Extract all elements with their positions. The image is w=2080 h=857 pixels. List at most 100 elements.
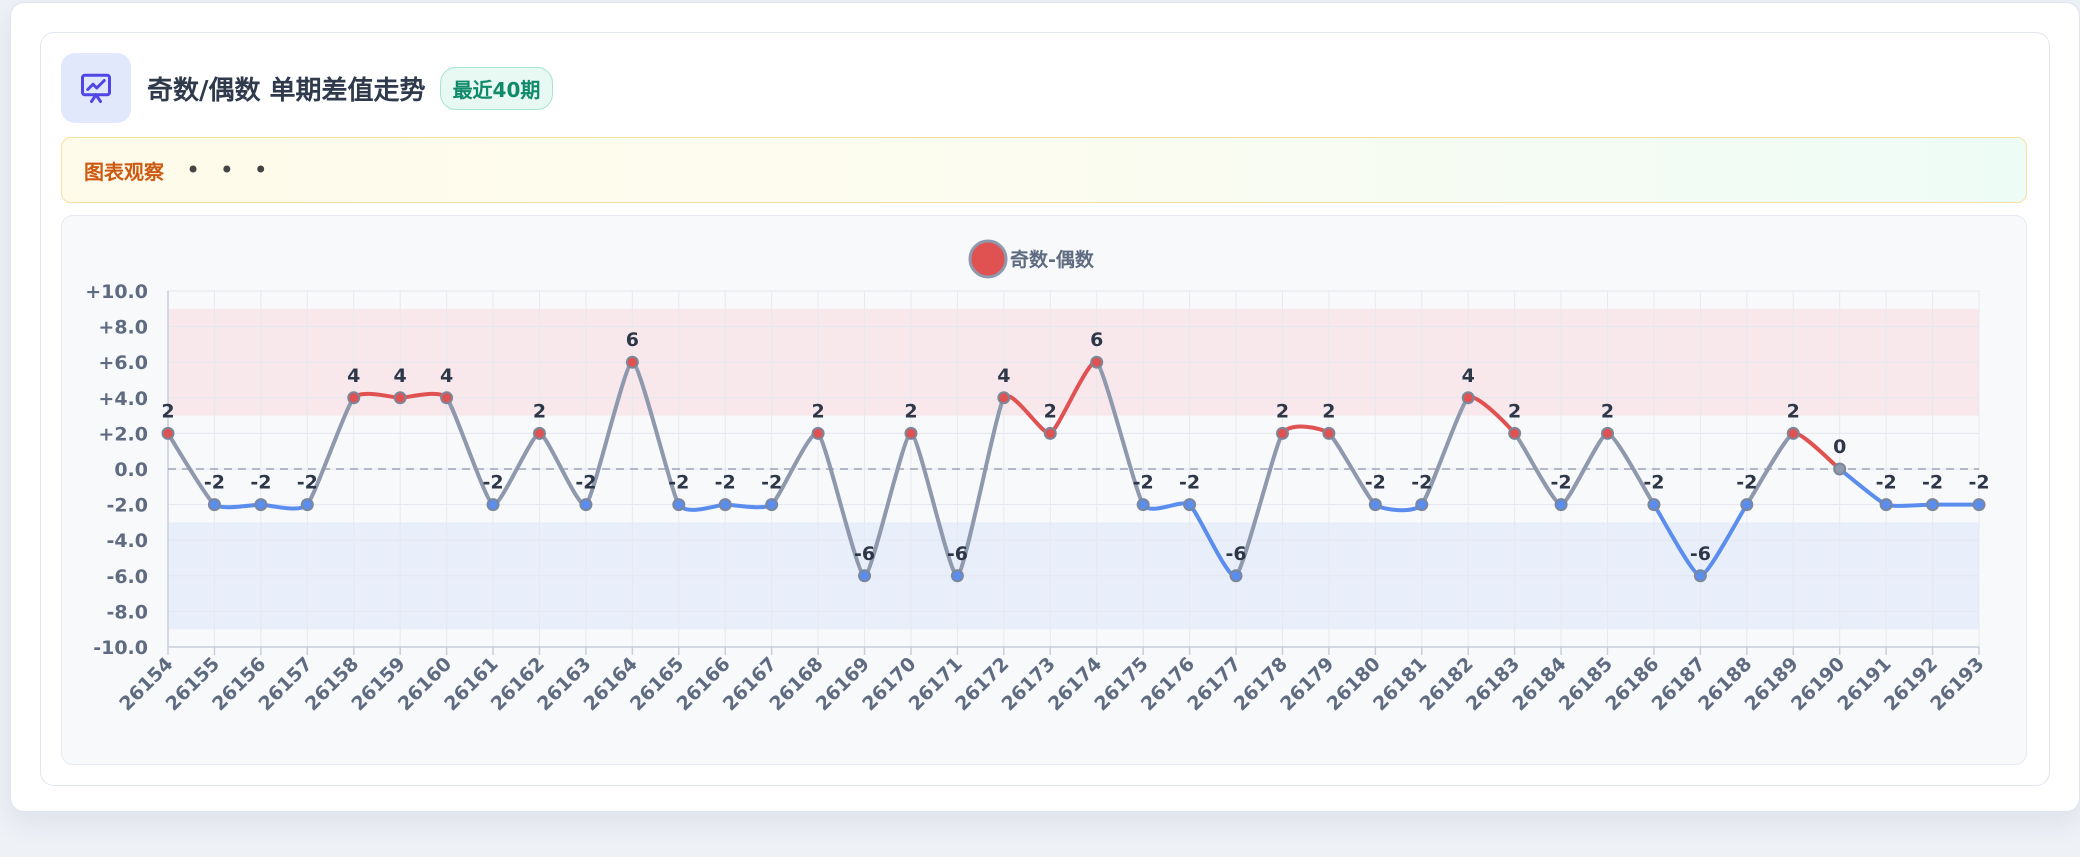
data-point: [1647, 498, 1661, 512]
line-segment: [955, 395, 1006, 578]
y-tick-label: -2.0: [106, 495, 148, 517]
chart-card: 奇数/偶数 单期差值走势 最近40期 图表观察 • • •: [40, 32, 2050, 786]
y-tick-label: +4.0: [98, 388, 148, 410]
data-point: [1183, 498, 1197, 512]
legend-swatch: [968, 239, 1008, 279]
y-tick-label: -4.0: [106, 530, 148, 552]
data-point: [1972, 498, 1986, 512]
observation-label: 图表观察: [84, 159, 164, 184]
data-point: [1879, 498, 1893, 512]
data-point: [1275, 426, 1289, 440]
data-label: -6: [1690, 543, 1711, 565]
data-point: [1601, 426, 1615, 440]
line-segment: [1373, 502, 1424, 513]
data-point: [347, 391, 361, 405]
line-segment: [1234, 431, 1285, 578]
data-point: [1322, 426, 1336, 440]
data-label: 6: [626, 329, 639, 351]
card-header: 奇数/偶数 单期差值走势 最近40期: [61, 53, 554, 123]
y-tick-label: +2.0: [98, 423, 148, 445]
data-label: 2: [1044, 400, 1057, 422]
line-segment: [1884, 502, 1935, 508]
trend-chart: +10.0 +8.0 +6.0 +4.0 +2.0 0.0 -2.0 -4.0 -6.0 -8.0…: [85, 239, 1990, 715]
data-point: [1090, 355, 1104, 369]
data-label: 6: [1090, 329, 1103, 351]
data-label: 2: [1508, 400, 1521, 422]
data-label: -2: [250, 472, 271, 494]
data-point: [672, 498, 686, 512]
data-point: [1136, 498, 1150, 512]
data-label: -2: [715, 472, 736, 494]
data-label: -2: [482, 472, 503, 494]
y-tick-label: 0.0: [114, 459, 148, 481]
data-label: -2: [1551, 472, 1572, 494]
chart-panel: [61, 215, 2027, 765]
line-segment: [212, 502, 263, 510]
data-point: [1508, 426, 1522, 440]
data-point: [904, 426, 918, 440]
data-label: -2: [575, 472, 596, 494]
line-segment: [1094, 360, 1146, 507]
line-segment: [676, 502, 728, 512]
line-segment: [862, 431, 913, 578]
data-label: 4: [347, 365, 360, 387]
data-label: 2: [811, 400, 824, 422]
data-point: [1926, 498, 1940, 512]
chart-observation-bar[interactable]: 图表观察 • • •: [61, 137, 2027, 203]
data-label: 4: [394, 365, 407, 387]
y-tick-label: -10.0: [93, 637, 148, 659]
data-label: -2: [1736, 472, 1757, 494]
data-point: [254, 498, 268, 512]
y-tick-label: +6.0: [98, 352, 148, 374]
data-point: [811, 426, 825, 440]
data-label: 2: [161, 400, 174, 422]
line-segment: [1280, 424, 1331, 436]
data-point: [1415, 498, 1429, 512]
data-label: -2: [1133, 472, 1154, 494]
data-label: 4: [997, 365, 1010, 387]
data-point: [300, 498, 314, 512]
line-segment: [723, 502, 774, 510]
data-point: [1693, 569, 1707, 583]
data-label: 2: [1276, 400, 1289, 422]
data-point: [1786, 426, 1800, 440]
data-point: [579, 498, 593, 512]
data-label: -2: [1411, 472, 1432, 494]
data-label: -2: [1922, 472, 1943, 494]
outer-container: 奇数/偶数 单期差值走势 最近40期 图表观察 • • •: [10, 2, 2080, 812]
data-label: 2: [533, 400, 546, 422]
data-point: [207, 498, 221, 512]
data-point: [1554, 498, 1568, 512]
data-label: 2: [1322, 400, 1335, 422]
y-tick-label: +10.0: [85, 281, 148, 303]
data-label: 2: [1787, 400, 1800, 422]
data-point: [625, 355, 639, 369]
line-segment: [583, 360, 635, 507]
data-point: [1043, 426, 1057, 440]
data-label: 0: [1833, 436, 1846, 458]
data-label: 4: [1462, 365, 1475, 387]
data-label: -2: [1365, 472, 1386, 494]
data-label: -6: [1225, 543, 1246, 565]
line-segment: [816, 431, 867, 578]
y-tick-label: +8.0: [98, 317, 148, 339]
data-point: [1740, 498, 1754, 512]
y-tick-label: -8.0: [106, 601, 148, 623]
data-label: -2: [1643, 472, 1664, 494]
data-point: [858, 569, 872, 583]
data-label: 2: [1601, 400, 1614, 422]
data-label: -2: [761, 472, 782, 494]
data-point: [950, 569, 964, 583]
data-point: [718, 498, 732, 512]
data-label: -6: [854, 543, 875, 565]
data-point: [765, 498, 779, 512]
y-tick-label: -6.0: [106, 566, 148, 588]
data-point: [393, 391, 407, 405]
data-label: -2: [297, 472, 318, 494]
data-label: -2: [1968, 472, 1989, 494]
data-label: -6: [947, 543, 968, 565]
data-label: -2: [204, 472, 225, 494]
data-point: [1461, 391, 1475, 405]
data-point: [532, 426, 546, 440]
data-point: [486, 498, 500, 512]
